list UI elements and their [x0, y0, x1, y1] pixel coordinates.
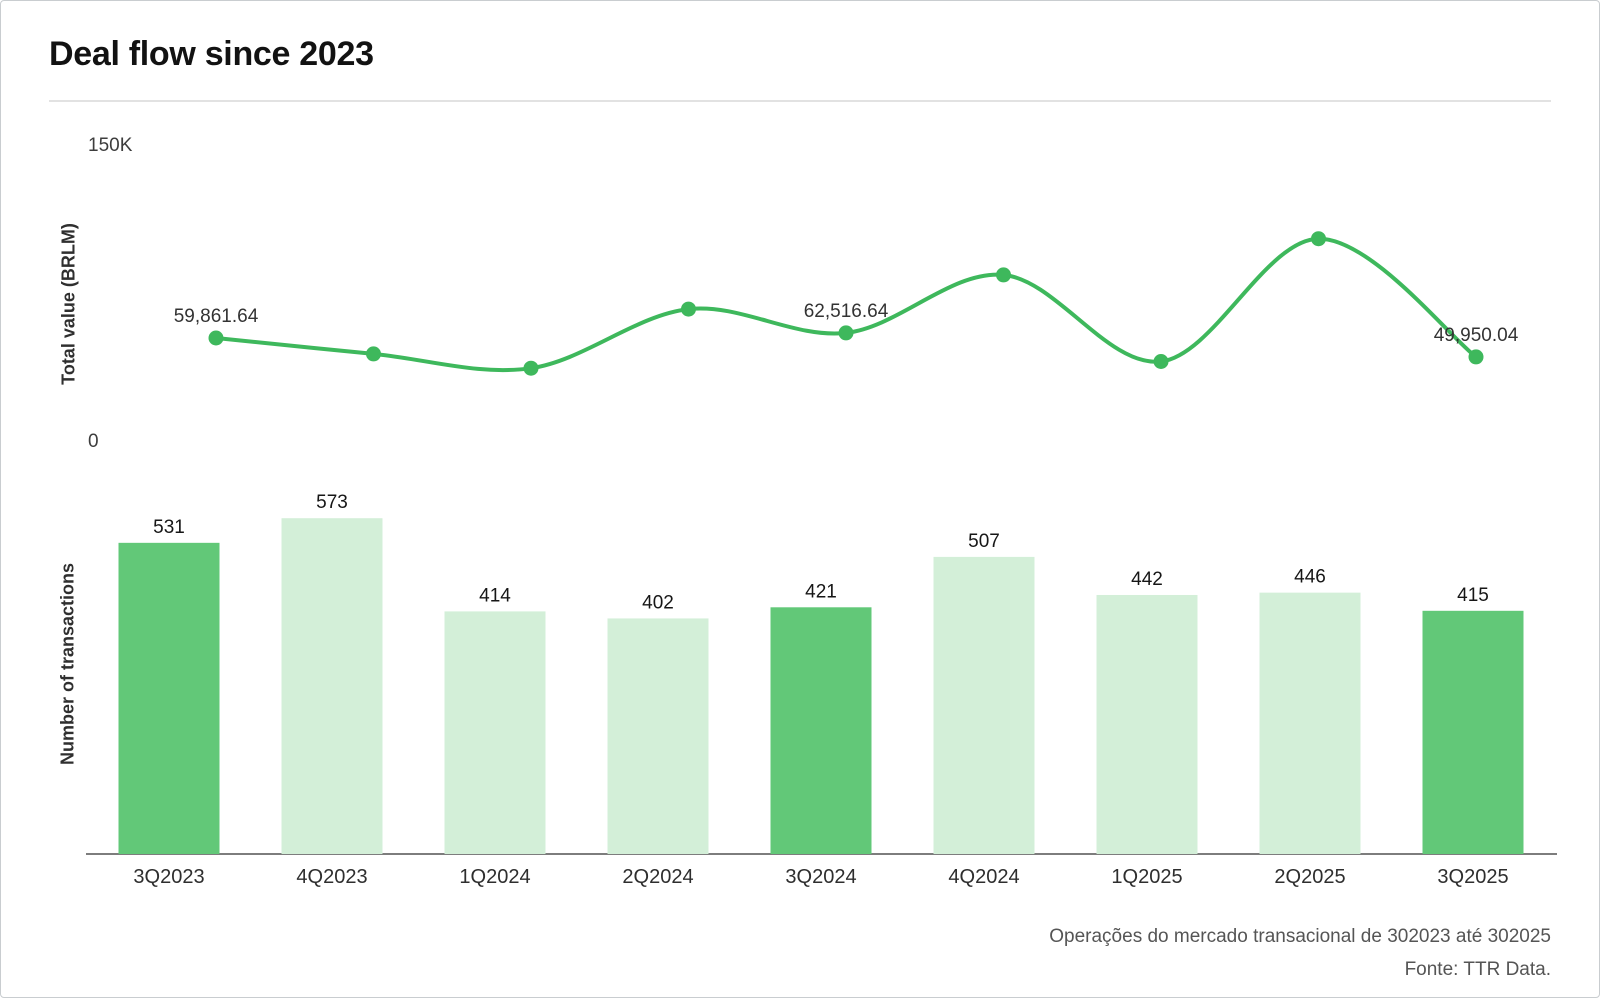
bar-value-label-4Q2023: 573 [316, 492, 348, 513]
line-point-label-3Q2023: 59,861.64 [174, 306, 259, 327]
line-point-label-3Q2024: 62,516.64 [804, 301, 889, 322]
bar-1Q2025[interactable] [1096, 594, 1198, 854]
line-point-2Q2024[interactable] [681, 301, 696, 317]
x-axis-label-1Q2024: 1Q2024 [459, 866, 530, 888]
source-footer-line1: Operações do mercado transacional de 302… [1049, 926, 1551, 947]
bar-value-label-2Q2025: 446 [1294, 567, 1326, 588]
bar-y-axis-title: Number of transactions [57, 562, 78, 766]
bar-2Q2024[interactable] [607, 618, 709, 854]
line-point-2Q2025[interactable] [1311, 231, 1326, 247]
x-axis-label-3Q2025: 3Q2025 [1437, 866, 1508, 888]
line-point-1Q2024[interactable] [523, 360, 539, 376]
x-axis-label-2Q2024: 2Q2024 [622, 866, 693, 888]
title-divider [49, 100, 1551, 102]
line-point-4Q2023[interactable] [366, 346, 381, 362]
bar-value-label-2Q2024: 402 [642, 592, 674, 613]
line-y-axis-title: Total value (BRLM) [58, 223, 79, 385]
bar-value-label-3Q2024: 421 [805, 581, 837, 602]
bar-3Q2023[interactable] [118, 542, 220, 854]
bar-2Q2025[interactable] [1259, 592, 1361, 854]
y-tick-150k: 150K [88, 135, 133, 156]
bar-value-label-3Q2023: 531 [153, 517, 185, 538]
x-axis-label-2Q2025: 2Q2025 [1274, 866, 1345, 888]
source-footer-line2: Fonte: TTR Data. [1404, 959, 1551, 980]
x-axis-label-1Q2025: 1Q2025 [1111, 866, 1182, 888]
bar-value-label-1Q2025: 442 [1131, 569, 1163, 590]
bar-4Q2024[interactable] [933, 556, 1035, 854]
x-axis-label-4Q2023: 4Q2023 [296, 866, 367, 888]
line-point-4Q2024[interactable] [996, 267, 1011, 283]
line-point-3Q2024[interactable] [838, 325, 854, 341]
bar-value-label-1Q2024: 414 [479, 585, 511, 606]
line-point-1Q2025[interactable] [1153, 354, 1169, 369]
y-tick-0: 0 [88, 431, 99, 452]
line-point-3Q2025[interactable] [1468, 349, 1484, 365]
total-value-line [214, 236, 1478, 373]
bar-value-label-4Q2024: 507 [968, 531, 1000, 552]
x-axis-label-4Q2024: 4Q2024 [948, 866, 1019, 888]
bar-1Q2024[interactable] [444, 611, 546, 854]
bar-3Q2024[interactable] [770, 607, 872, 854]
x-axis-label-3Q2024: 3Q2024 [785, 866, 856, 888]
x-axis-label-3Q2023: 3Q2023 [133, 866, 204, 888]
bar-3Q2025[interactable] [1422, 610, 1524, 854]
source-footer: Operações do mercado transacional de 302… [1049, 920, 1551, 986]
bar-4Q2023[interactable] [281, 518, 383, 854]
line-point-label-3Q2025: 49,950.04 [1434, 325, 1519, 346]
line-point-3Q2023[interactable] [208, 330, 224, 346]
page-title: Deal flow since 2023 [49, 35, 374, 73]
bar-value-label-3Q2025: 415 [1457, 585, 1489, 606]
